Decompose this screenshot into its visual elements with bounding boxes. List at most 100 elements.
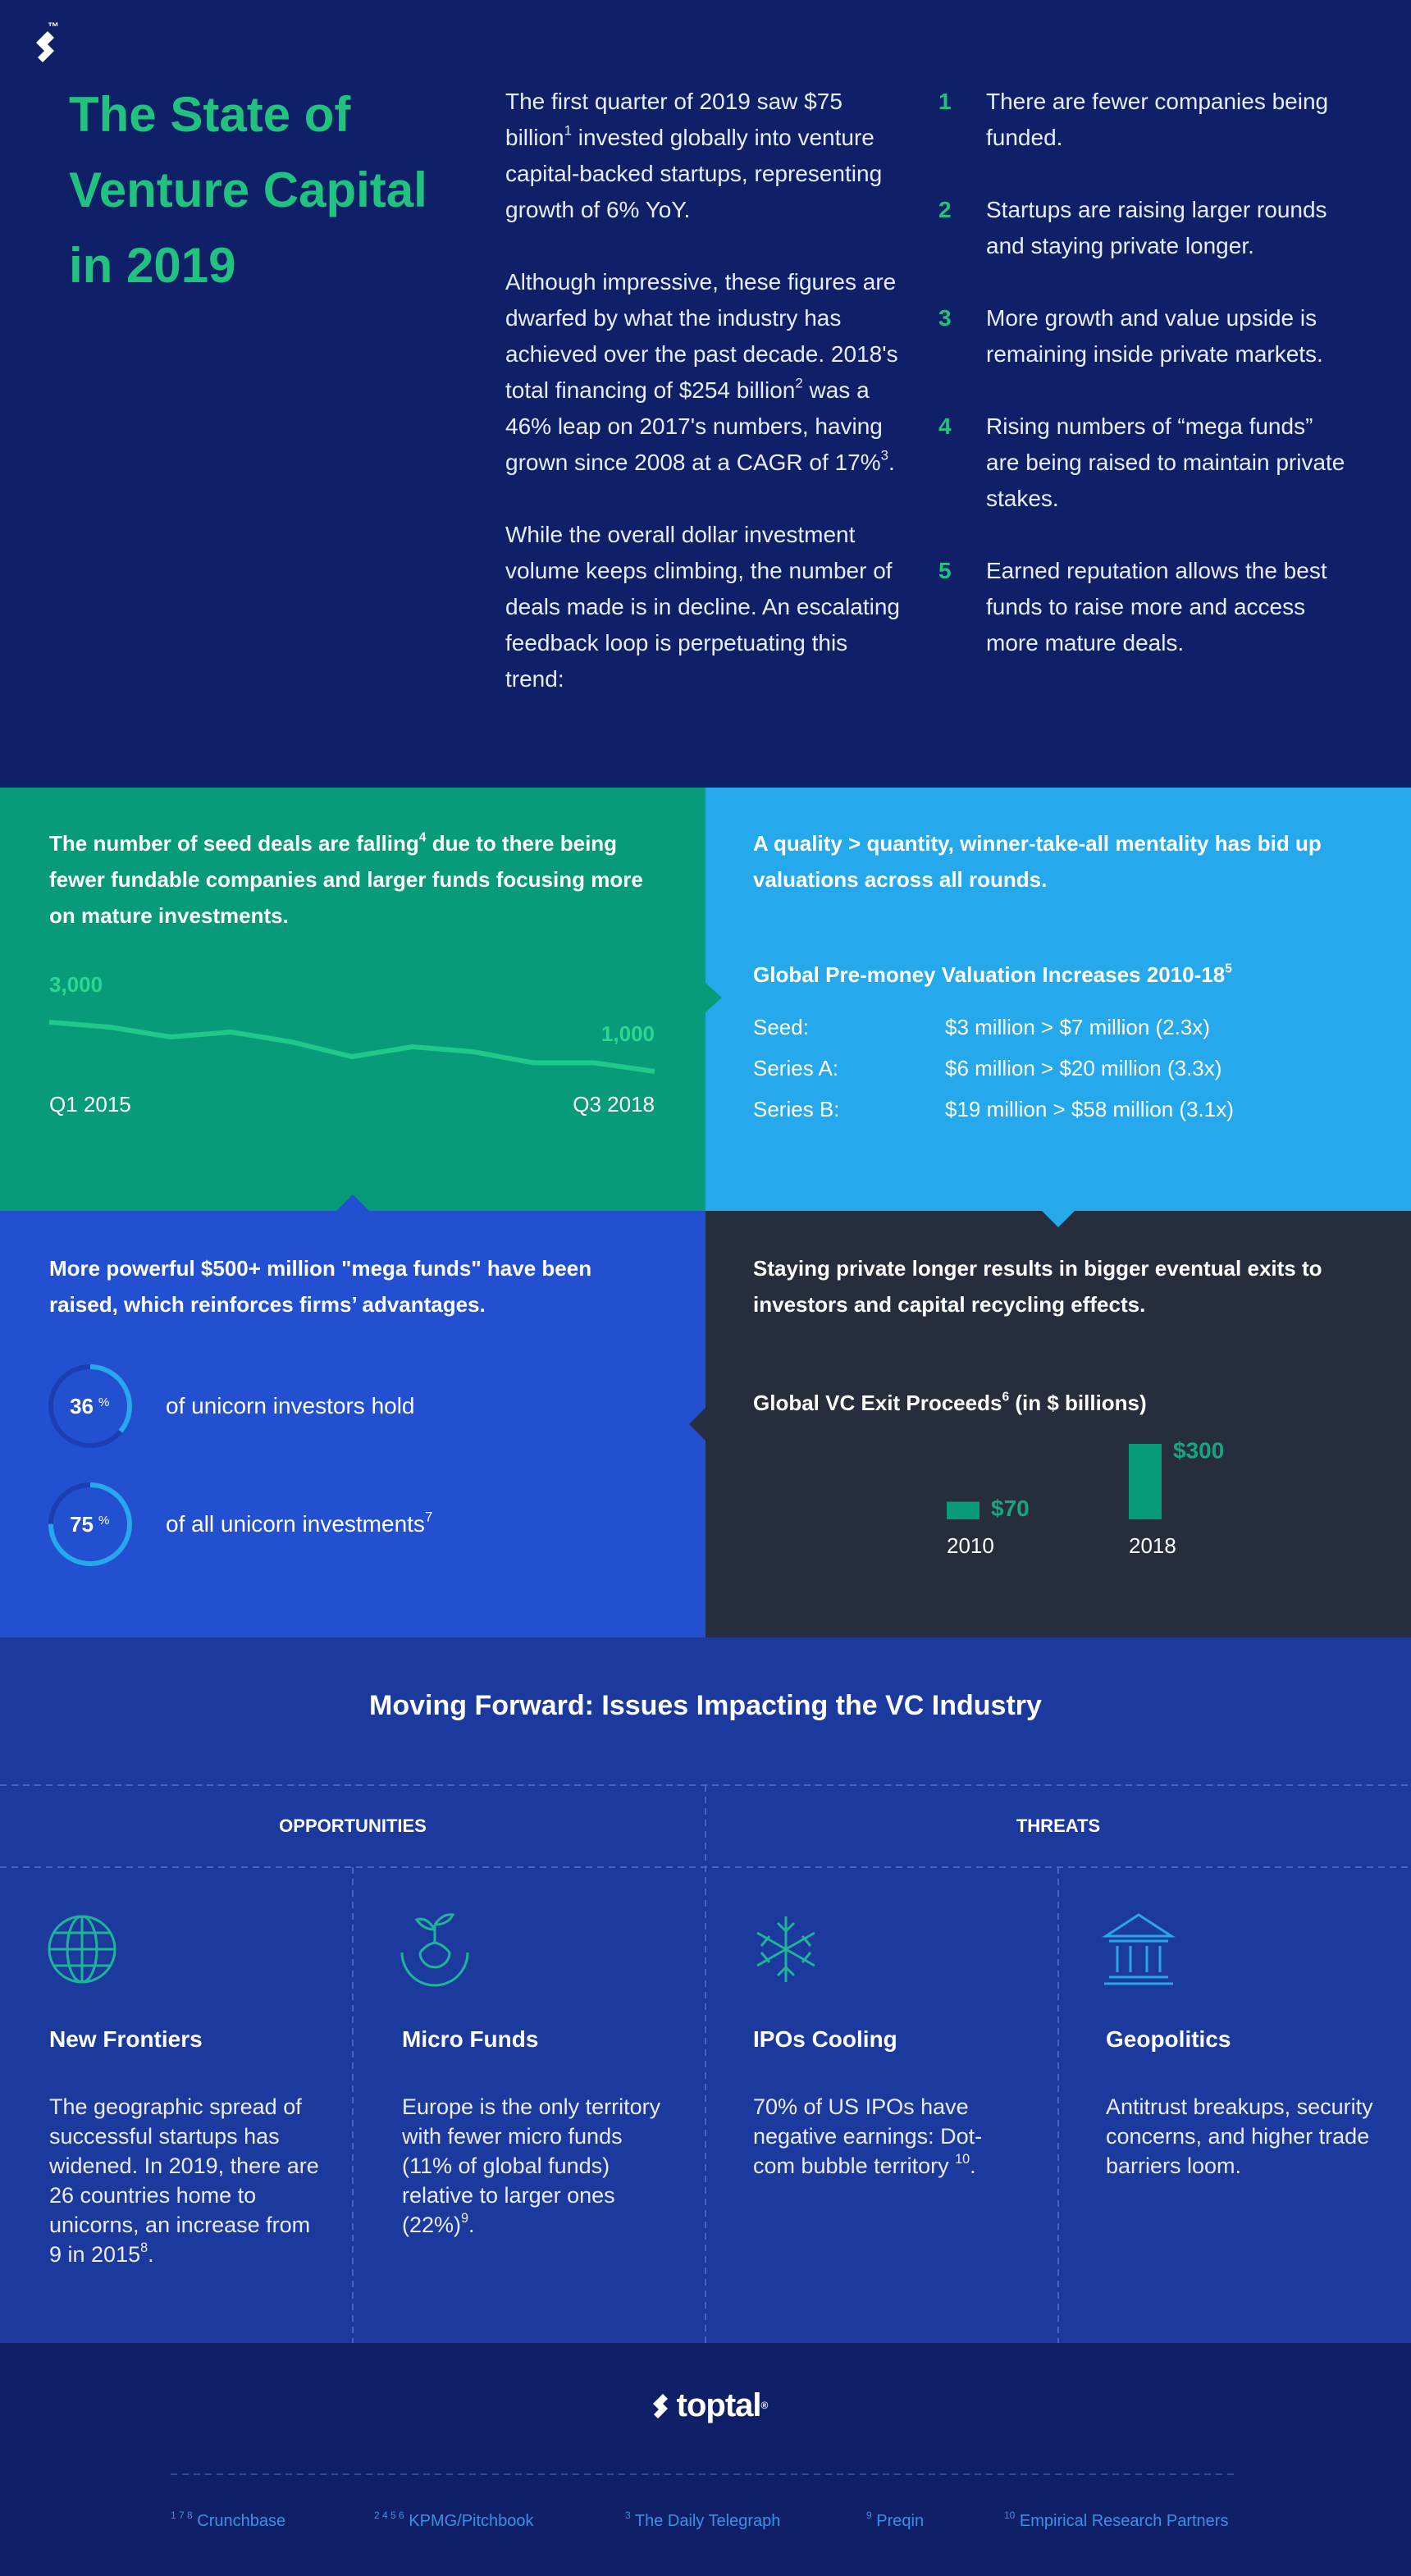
source-ref: 3 xyxy=(625,2510,631,2521)
text-run: (in $ billions) xyxy=(1009,1391,1147,1415)
list-item: 4 Rising numbers of “mega funds” are bein… xyxy=(938,409,1365,517)
row-value: $6 million > $20 million (3.3x) xyxy=(945,1056,1222,1080)
card-title: Micro Funds xyxy=(402,2026,539,2052)
mega-text: More powerful $500+ million "mega funds"… xyxy=(49,1256,592,1317)
building-icon xyxy=(1101,1913,1176,1985)
list: 1 There are fewer companies being funded.… xyxy=(938,84,1365,697)
ring-label: of unicorn investors hold xyxy=(166,1388,415,1424)
footnote-ref: 9 xyxy=(461,2210,469,2226)
footer-logo-mark: ® xyxy=(760,2400,769,2411)
footnote-ref: 4 xyxy=(418,830,427,845)
list-text: There are fewer companies being funded. xyxy=(986,89,1329,150)
text-run: . xyxy=(970,2154,976,2178)
exits-text: Staying private longer results in bigger… xyxy=(753,1256,1322,1317)
card-body: Europe is the only territory with fewer … xyxy=(402,2092,673,2240)
text-run: Global Pre-money Valuation Increases 201… xyxy=(753,962,1226,987)
forward-title: Moving Forward: Issues Impacting the VC … xyxy=(369,1690,1042,1721)
bar-category: 2010 xyxy=(947,1533,994,1558)
card-title: New Frontiers xyxy=(49,2026,203,2052)
source-name: Crunchbase xyxy=(197,2512,286,2530)
group-heading: OPPORTUNITIES xyxy=(279,1816,427,1836)
value-label: 1,000 xyxy=(601,1021,655,1046)
source-ref: 10 xyxy=(1004,2510,1016,2521)
paragraph: The first quarter of 2019 saw $75 billio… xyxy=(505,84,907,228)
text-run: While the overall dollar investment volu… xyxy=(505,522,900,692)
text-run: . xyxy=(888,450,895,475)
list-number: 4 xyxy=(938,413,952,439)
list-text: Earned reputation allows the best funds … xyxy=(986,558,1327,655)
ring-arc xyxy=(48,1364,132,1448)
source: 2 4 5 6 KPMG/Pitchbook xyxy=(374,2510,534,2531)
source-ref: 2 4 5 6 xyxy=(374,2510,404,2521)
footnote-ref: 7 xyxy=(424,1509,433,1525)
footnote-ref: 5 xyxy=(1225,961,1232,976)
text-run: Global VC Exit Proceeds xyxy=(753,1391,1002,1415)
list-item: 2 Startups are raising larger rounds and … xyxy=(938,192,1365,264)
card-title: IPOs Cooling xyxy=(753,2026,897,2052)
snowflake-icon xyxy=(756,1916,815,1982)
bar-label: $70 xyxy=(991,1496,1030,1521)
text-run: . xyxy=(148,2242,154,2267)
text-run: Europe is the only territory with fewer … xyxy=(402,2094,661,2237)
footer-logo: toptal® xyxy=(0,2387,1411,2424)
seed-line xyxy=(48,1020,655,1074)
ring-arc xyxy=(48,1482,132,1566)
intro: The first quarter of 2019 saw $75 billio… xyxy=(505,84,907,733)
exits-title: Global VC Exit Proceeds6 (in $ billions) xyxy=(753,1385,1360,1421)
source: 3 The Daily Telegraph xyxy=(625,2510,781,2531)
footnote-ref: 2 xyxy=(795,375,803,391)
ring-label: of all unicorn investments7 xyxy=(166,1506,432,1542)
card-body: 70% of US IPOs have negative earnings: D… xyxy=(753,2092,1024,2181)
footer-logo-text: toptal xyxy=(676,2387,762,2423)
notch xyxy=(1042,1211,1075,1227)
paragraph: Although impressive, these figures are d… xyxy=(505,264,907,481)
valuation-text: A quality > quantity, winner-take-all me… xyxy=(753,831,1322,892)
source: 9 Preqin xyxy=(866,2510,925,2531)
source-name: The Daily Telegraph xyxy=(634,2512,781,2530)
text-run: . xyxy=(468,2213,475,2237)
footer-logo-icon xyxy=(653,2394,668,2418)
text-run: The geographic spread of successful star… xyxy=(49,2094,319,2267)
logo-icon xyxy=(36,31,54,62)
card-title: Geopolitics xyxy=(1106,2026,1231,2052)
row-label: Series B: xyxy=(753,1097,840,1121)
text-run: The number of seed deals are falling xyxy=(49,831,419,856)
mega-panel xyxy=(0,1211,706,1637)
source: 10 Empirical Research Partners xyxy=(1004,2510,1229,2531)
dividers xyxy=(0,1784,1411,2343)
bar-label: $300 xyxy=(1173,1437,1224,1463)
list-text: Rising numbers of “mega funds” are being… xyxy=(986,413,1345,511)
text-run: was a 46% leap on 2017's numbers, having… xyxy=(505,377,883,475)
footnote-ref: 1 xyxy=(564,122,572,139)
list-number: 2 xyxy=(938,197,952,222)
title: The State of Venture Capital in 2019 xyxy=(69,87,427,293)
plant-icon xyxy=(400,1913,469,1987)
bar xyxy=(1129,1444,1162,1519)
valuation-heading: Global Pre-money Valuation Increases 201… xyxy=(753,957,1360,993)
notch xyxy=(336,1194,369,1211)
notch xyxy=(689,1408,706,1441)
seed-panel xyxy=(0,788,706,1211)
seed-text: The number of seed deals are falling4 du… xyxy=(49,825,656,934)
source: 1 7 8 Crunchbase xyxy=(171,2510,286,2531)
logo-mark: ™ xyxy=(48,20,59,33)
list-item: 1 There are fewer companies being funded. xyxy=(938,84,1365,156)
footnote-ref: 8 xyxy=(140,2240,148,2255)
text-run: 70% of US IPOs have negative earnings: D… xyxy=(753,2094,983,2178)
source-name: Empirical Research Partners xyxy=(1019,2512,1229,2530)
list-item: 3 More growth and value upside is remaini… xyxy=(938,300,1365,372)
text-run: invested globally into venture capital-b… xyxy=(505,125,883,222)
row-value: $3 million > $7 million (2.3x) xyxy=(945,1015,1210,1039)
source-name: KPMG/Pitchbook xyxy=(409,2512,534,2530)
source-name: Preqin xyxy=(876,2512,925,2530)
text-run: of unicorn investors hold xyxy=(166,1393,415,1418)
text-run: Antitrust breakups, security concerns, a… xyxy=(1106,2094,1373,2178)
text-run: of all unicorn investments xyxy=(166,1511,425,1537)
text-run: Although impressive, these figures are d… xyxy=(505,269,898,403)
text-run: The first quarter of 2019 saw $75 billio… xyxy=(505,89,842,150)
list-number: 1 xyxy=(938,89,952,114)
